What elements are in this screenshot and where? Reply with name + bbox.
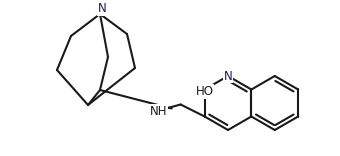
- Text: NH: NH: [150, 105, 167, 118]
- Text: HO: HO: [195, 85, 214, 98]
- Text: N: N: [98, 2, 106, 15]
- Text: N: N: [224, 70, 232, 83]
